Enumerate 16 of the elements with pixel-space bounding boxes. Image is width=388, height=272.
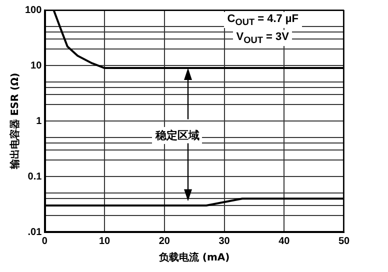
y-tick-label: 1 bbox=[36, 116, 42, 127]
x-axis-title: 负载电流 (mA) bbox=[158, 252, 230, 264]
x-tick-label: 50 bbox=[338, 236, 350, 247]
y-axis-title: 输出电容器 ESR (Ω) bbox=[8, 72, 22, 170]
y-tick-label: 10 bbox=[30, 60, 42, 72]
annotation: V$_{OUT}$ = 3V bbox=[233, 30, 292, 46]
x-tick-label: 40 bbox=[278, 236, 290, 247]
x-tick-label: 30 bbox=[218, 236, 230, 247]
x-tick-label: 20 bbox=[158, 236, 170, 247]
x-tick-label: 0 bbox=[42, 236, 48, 247]
annotation: C$_{OUT}$ = 4.7 µF bbox=[224, 12, 302, 28]
annotation: 稳定区域 bbox=[152, 127, 202, 144]
y-tick-label: 0.1 bbox=[28, 171, 42, 182]
y-tick-label: .01 bbox=[28, 226, 42, 238]
y-tick-label: 100 bbox=[24, 4, 42, 16]
x-tick-label: 10 bbox=[98, 236, 111, 247]
